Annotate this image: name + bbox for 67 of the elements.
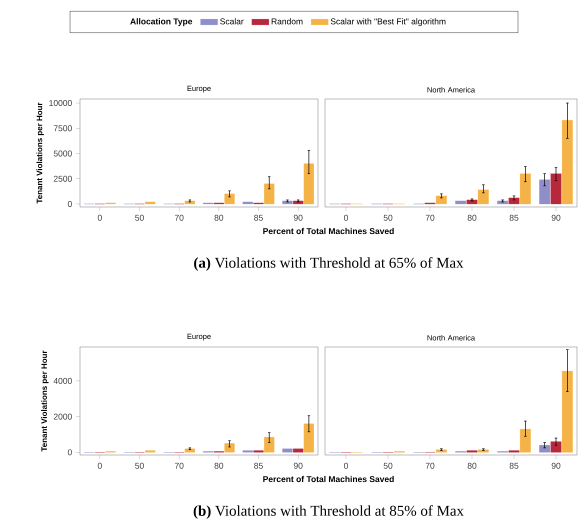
bar [304, 424, 314, 452]
x-tick-label: 85 [254, 214, 263, 221]
x-tick-label: 90 [294, 214, 303, 221]
y-tick-label: 10000 [49, 100, 72, 106]
bar [304, 163, 314, 204]
x-tick-label: 50 [135, 214, 144, 221]
bar [145, 202, 156, 204]
bar [264, 184, 274, 204]
bar [282, 200, 293, 204]
x-tick-label: 85 [510, 214, 518, 221]
legend-title: Allocation Type [130, 18, 192, 26]
bar [539, 445, 550, 452]
bar [224, 443, 235, 452]
x-tick-label: 90 [552, 462, 560, 469]
x-tick-label: 50 [384, 462, 392, 469]
y-tick-label: 0 [68, 449, 72, 456]
bar [508, 198, 520, 204]
x-tick-label: 0 [344, 462, 348, 469]
x-tick-label: 90 [552, 214, 560, 221]
bar [436, 449, 447, 452]
bar [436, 196, 447, 204]
x-tick-label: 50 [135, 462, 144, 469]
bar [282, 448, 293, 452]
bar [224, 194, 235, 204]
bar [520, 174, 531, 204]
x-tick-label: 0 [344, 214, 348, 221]
y-tick-label: 0 [68, 200, 72, 207]
x-tick-label: 80 [468, 462, 476, 469]
y-tick-label: 5000 [54, 150, 72, 156]
legend-label: Scalar [220, 18, 244, 24]
x-tick-label: 0 [98, 214, 102, 221]
text: (a) Violations with Threshold at 65% of Max [194, 257, 464, 271]
legend-label: Scalar with "Best Fit" algorithm [330, 18, 446, 26]
y-tick-label: 7500 [54, 125, 72, 132]
bar [455, 200, 466, 204]
bar [264, 437, 274, 452]
x-tick-label: 80 [214, 462, 224, 469]
x-tick-label: 70 [174, 462, 184, 469]
bar [466, 200, 478, 204]
bar [293, 448, 304, 452]
bar [478, 190, 489, 204]
bar [478, 449, 489, 452]
x-tick-label: 70 [426, 214, 434, 221]
x-tick-label: 80 [214, 214, 224, 221]
bar [520, 428, 531, 452]
x-tick-label: 0 [98, 462, 102, 469]
x-tick-label: 70 [426, 462, 434, 469]
x-axis-title: Percent of Total Machines Saved [263, 476, 394, 482]
x-tick-label: 50 [384, 214, 392, 221]
y-tick-label: 2500 [54, 176, 72, 182]
y-tick-label: 4000 [54, 378, 72, 384]
x-tick-label: 80 [468, 214, 476, 221]
x-tick-label: 85 [254, 462, 263, 469]
bar [562, 370, 573, 452]
x-tick-label: 90 [294, 462, 303, 469]
x-tick-label: 85 [510, 462, 518, 469]
bar [550, 174, 562, 204]
bar [550, 441, 562, 452]
x-axis-title: Percent of Total Machines Saved [263, 228, 394, 234]
bar [184, 448, 195, 452]
bar [562, 120, 573, 204]
legend-label: Random [272, 18, 302, 24]
bar [242, 202, 253, 204]
text: (b) Violations with Threshold at 85% of Max [194, 505, 464, 519]
y-tick-label: 2000 [54, 414, 72, 420]
bar [539, 180, 550, 204]
x-tick-label: 70 [174, 214, 184, 221]
